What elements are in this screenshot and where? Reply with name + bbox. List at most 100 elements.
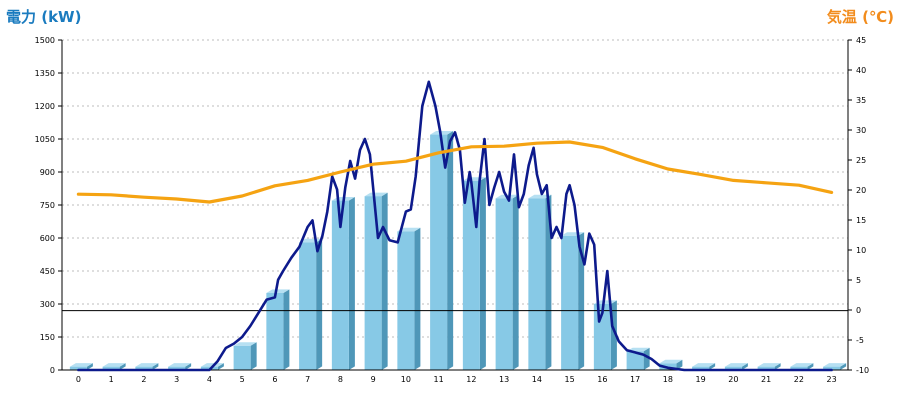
bar-side <box>741 363 748 370</box>
bar-side <box>578 232 585 370</box>
right-tick-label: 45 <box>856 36 866 45</box>
x-tick-label: 23 <box>827 375 837 384</box>
bar-top <box>823 363 847 367</box>
x-tick-label: 0 <box>76 375 81 384</box>
bar <box>790 366 808 370</box>
bar <box>626 351 644 370</box>
bar <box>397 231 415 370</box>
bar-side <box>152 363 159 370</box>
bar-side <box>217 363 224 370</box>
right-tick-label: -5 <box>856 336 864 345</box>
x-tick-label: 2 <box>141 375 146 384</box>
x-tick-label: 17 <box>630 375 640 384</box>
left-tick-label: 1350 <box>35 69 55 78</box>
bar-top <box>692 363 716 367</box>
bar-side <box>414 227 421 370</box>
x-tick-label: 18 <box>663 375 673 384</box>
bar-side <box>545 194 552 370</box>
x-tick-label: 19 <box>696 375 706 384</box>
left-tick-label: 750 <box>40 201 55 210</box>
right-tick-label: 10 <box>856 246 866 255</box>
bar <box>135 366 153 370</box>
left-tick-label: 600 <box>40 234 55 243</box>
bar <box>495 198 513 370</box>
bar-top <box>397 227 421 232</box>
bar-side <box>86 363 93 370</box>
bar-side <box>283 289 290 370</box>
x-tick-label: 7 <box>305 375 310 384</box>
x-tick-label: 12 <box>466 375 476 384</box>
x-tick-label: 20 <box>728 375 738 384</box>
bar-side <box>676 359 683 370</box>
right-tick-label: 0 <box>856 306 861 315</box>
left-tick-label: 1500 <box>35 36 55 45</box>
x-tick-label: 22 <box>794 375 804 384</box>
bar-side <box>479 177 486 370</box>
right-tick-label: 15 <box>856 216 866 225</box>
bar-top <box>168 363 192 367</box>
bar <box>266 293 284 370</box>
bar-top <box>528 194 552 199</box>
left-tick-label: 150 <box>40 333 55 342</box>
bar <box>823 366 841 370</box>
bar-side <box>709 363 716 370</box>
x-tick-label: 6 <box>272 375 277 384</box>
bar-side <box>447 131 454 370</box>
bar-side <box>348 197 355 370</box>
right-tick-label: 40 <box>856 66 866 75</box>
left-axis-title: 電力 (kW) <box>6 8 82 26</box>
bar <box>364 196 382 370</box>
right-tick-label: 20 <box>856 186 866 195</box>
bar <box>724 366 742 370</box>
bar <box>692 366 710 370</box>
temperature-line <box>76 140 834 204</box>
bar-top <box>233 342 257 346</box>
bar <box>528 198 546 370</box>
bar-side <box>381 192 388 370</box>
left-tick-label: 900 <box>40 168 55 177</box>
x-tick-label: 21 <box>761 375 771 384</box>
right-tick-label: -10 <box>856 366 869 375</box>
bar-side <box>250 342 257 370</box>
bar-top <box>69 363 93 367</box>
bar-top <box>790 363 814 367</box>
bar-side <box>512 194 519 370</box>
x-tick-label: 15 <box>565 375 575 384</box>
x-tick-label: 3 <box>174 375 179 384</box>
left-tick-label: 1050 <box>35 135 55 144</box>
bar <box>102 366 120 370</box>
power-line <box>77 80 833 372</box>
bar-top <box>757 363 781 367</box>
bar-top <box>200 363 224 367</box>
bar-side <box>119 363 126 370</box>
bar-top <box>102 363 126 367</box>
bar-side <box>185 363 192 370</box>
left-tick-label: 450 <box>40 267 55 276</box>
bar-top <box>364 192 388 197</box>
x-tick-label: 16 <box>597 375 607 384</box>
bar-side <box>643 347 650 370</box>
x-tick-label: 14 <box>532 375 542 384</box>
bar-top <box>135 363 159 367</box>
bar-side <box>316 238 323 370</box>
x-tick-label: 11 <box>434 375 444 384</box>
bar <box>757 366 775 370</box>
x-tick-label: 4 <box>207 375 212 384</box>
bar <box>233 345 251 370</box>
bar-top <box>266 289 290 293</box>
bar-side <box>807 363 814 370</box>
right-tick-label: 30 <box>856 126 866 135</box>
bar <box>69 366 87 370</box>
bar-side <box>840 363 847 370</box>
bar <box>299 242 317 370</box>
x-tick-label: 5 <box>240 375 245 384</box>
bar-top <box>724 363 748 367</box>
x-tick-label: 8 <box>338 375 343 384</box>
right-tick-label: 5 <box>856 276 861 285</box>
right-tick-label: 25 <box>856 156 866 165</box>
bar-side <box>774 363 781 370</box>
bar <box>168 366 186 370</box>
bar <box>430 134 448 370</box>
